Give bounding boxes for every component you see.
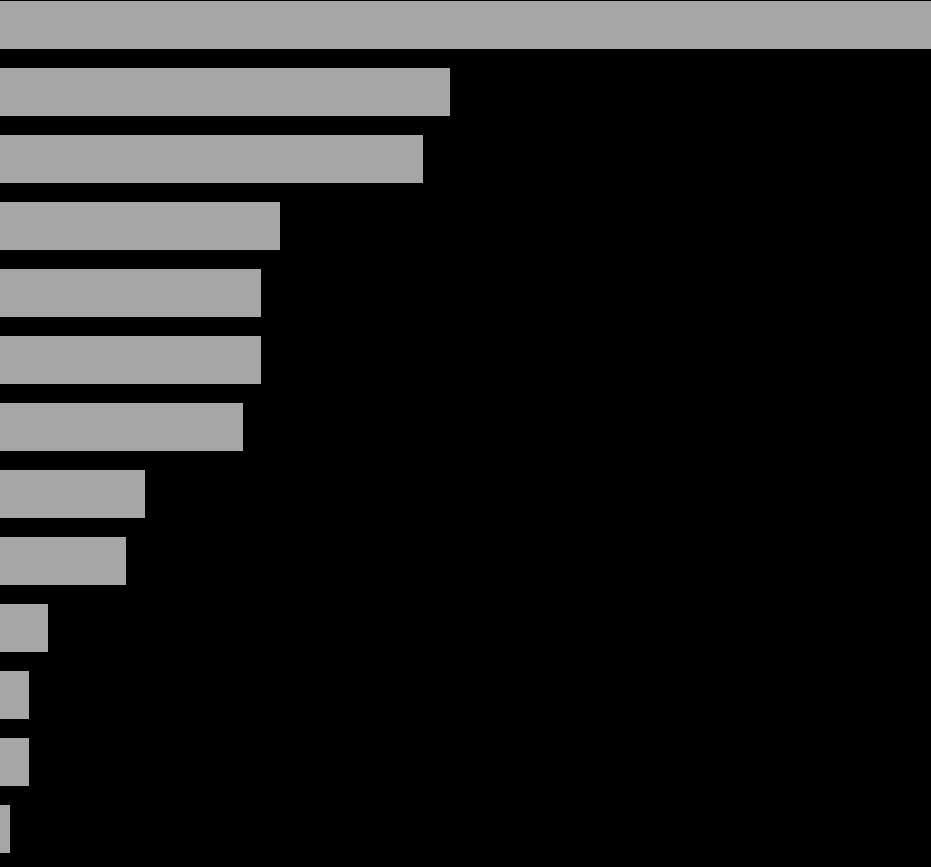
bar-6 xyxy=(0,403,243,451)
bar-10 xyxy=(0,671,29,719)
bar-11 xyxy=(0,738,29,786)
bar-7 xyxy=(0,470,145,518)
bar-1 xyxy=(0,68,450,116)
horizontal-bar-chart xyxy=(0,0,931,867)
bar-9 xyxy=(0,604,48,652)
bar-8 xyxy=(0,537,126,585)
bar-4 xyxy=(0,269,261,317)
bar-5 xyxy=(0,336,261,384)
bar-3 xyxy=(0,202,280,250)
bar-2 xyxy=(0,135,423,183)
bar-0 xyxy=(0,1,931,49)
bar-12 xyxy=(0,805,10,853)
